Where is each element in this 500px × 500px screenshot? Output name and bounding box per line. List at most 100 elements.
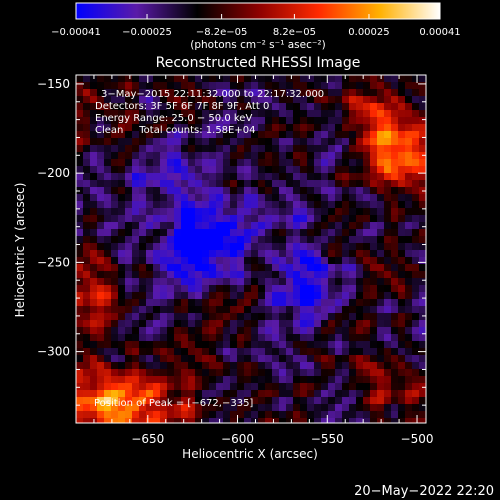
heatmap-cell [251,110,259,118]
heatmap-cell [244,376,252,384]
heatmap-cell [300,131,308,139]
heatmap-cell [391,180,399,188]
heatmap-cell [279,341,287,349]
heatmap-cell [118,383,126,391]
heatmap-cell [181,299,189,307]
heatmap-cell [251,418,259,423]
heatmap-cell [90,124,98,132]
heatmap-cell [286,320,294,328]
heatmap-cell [391,334,399,342]
heatmap-cell [412,131,420,139]
heatmap-cell [272,103,280,111]
heatmap-cell [160,278,168,286]
heatmap-cell [230,418,238,423]
heatmap-cell [419,229,426,237]
heatmap-cell [209,173,217,181]
heatmap-cell [314,117,322,125]
heatmap-cell [349,306,357,314]
heatmap-cell [377,257,385,265]
heatmap-cell [258,222,266,230]
heatmap-cell [237,369,245,377]
heatmap-cell [111,180,119,188]
heatmap-cell [356,404,364,412]
heatmap-cell [335,327,343,335]
heatmap-cell [160,166,168,174]
heatmap-cell [132,166,140,174]
heatmap-cell [174,82,182,90]
heatmap-cell [321,96,329,104]
heatmap-cell [174,159,182,167]
heatmap-cell [132,103,140,111]
heatmap-cell [286,250,294,258]
heatmap-cell [251,222,259,230]
heatmap-cell [104,208,112,216]
heatmap-cell [307,117,315,125]
heatmap-cell [230,383,238,391]
heatmap-cell [328,180,336,188]
heatmap-cell [293,229,301,237]
heatmap-cell [153,334,161,342]
heatmap-cell [279,229,287,237]
heatmap-cell [230,313,238,321]
heatmap-cell [286,313,294,321]
heatmap-cell [90,110,98,118]
heatmap-cell [307,348,315,356]
heatmap-cell [321,327,329,335]
heatmap-cell [335,299,343,307]
heatmap-cell [118,89,126,97]
heatmap-cell [391,341,399,349]
heatmap-cell [202,264,210,272]
heatmap-cell [153,418,161,423]
heatmap-cell [160,96,168,104]
heatmap-cell [153,166,161,174]
heatmap-cell [97,173,105,181]
heatmap-cell [370,173,378,181]
heatmap-cell [223,173,231,181]
heatmap-cell [188,369,196,377]
heatmap-cell [335,152,343,160]
heatmap-cell [419,201,426,209]
heatmap-cell [125,257,133,265]
heatmap-cell [237,131,245,139]
heatmap-cell [139,75,147,83]
heatmap-cell [412,243,420,251]
heatmap-cell [307,75,315,83]
heatmap-cell [293,299,301,307]
heatmap-cell [139,243,147,251]
heatmap-cell [244,369,252,377]
heatmap-cell [370,131,378,139]
heatmap-cell [307,215,315,223]
heatmap-cell [251,362,259,370]
heatmap-cell [83,411,91,419]
heatmap-cell [377,264,385,272]
heatmap-cell [349,348,357,356]
heatmap-cell [216,166,224,174]
heatmap-cell [195,208,203,216]
heatmap-cell [307,390,315,398]
heatmap-cell [237,208,245,216]
heatmap-cell [279,313,287,321]
heatmap-cell [314,418,322,423]
heatmap-cell [279,180,287,188]
heatmap-cell [118,110,126,118]
heatmap-cell [272,180,280,188]
heatmap-cell [125,264,133,272]
heatmap-cell [230,397,238,405]
heatmap-cell [209,376,217,384]
heatmap-cell [370,257,378,265]
heatmap-cell [398,201,406,209]
heatmap-cell [265,159,273,167]
heatmap-cell [272,285,280,293]
heatmap-cell [251,243,259,251]
heatmap-cell [307,278,315,286]
heatmap-cell [244,292,252,300]
heatmap-cell [223,404,231,412]
heatmap-cell [209,397,217,405]
heatmap-cell [90,250,98,258]
heatmap-cell [160,404,168,412]
heatmap-cell [405,243,413,251]
heatmap-cell [363,96,371,104]
heatmap-cell [419,110,426,118]
heatmap-cell [300,166,308,174]
heatmap-cell [125,418,133,423]
